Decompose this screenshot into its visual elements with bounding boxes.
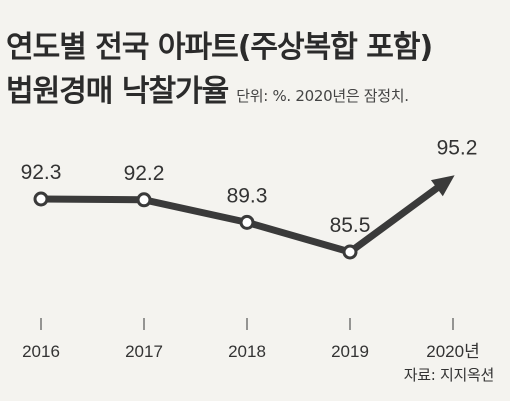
x-tick-label: 2016	[22, 342, 60, 361]
data-point-marker	[239, 214, 255, 230]
data-label: 85.5	[330, 214, 371, 237]
data-label: 89.3	[227, 184, 268, 207]
chart-title-line-2: 법원경매 낙찰가율 단위: %. 2020년은 잠정치.	[6, 66, 409, 110]
chart-title-line-1: 연도별 전국 아파트(주상복합 포함)	[6, 30, 433, 65]
x-tick-label: 2018	[228, 342, 266, 361]
x-tick-label: 2019	[331, 342, 369, 361]
x-tick-label: 2020년	[426, 342, 479, 361]
data-point-marker	[33, 191, 49, 207]
x-tick-label: 2017	[125, 342, 163, 361]
data-label: 92.3	[21, 161, 62, 184]
data-point-marker	[136, 192, 152, 208]
unit-note: 단위: %. 2020년은 잠정치.	[236, 87, 409, 105]
series-arrowhead	[430, 175, 455, 197]
source-note: 자료: 지지옥션	[403, 366, 495, 384]
data-label: 92.2	[124, 162, 165, 185]
data-point-marker	[342, 244, 358, 260]
data-label: 95.2	[437, 136, 478, 159]
chart-title-text: 법원경매 낙찰가율	[6, 74, 229, 109]
